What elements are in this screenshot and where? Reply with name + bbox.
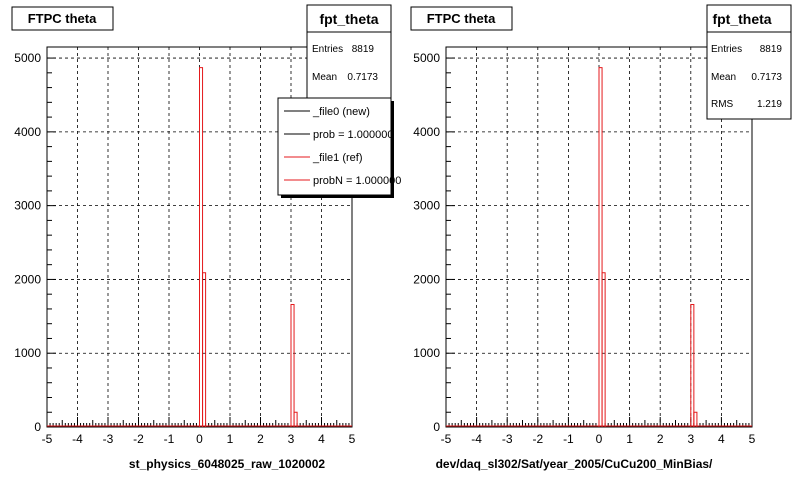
right-stats-mean-value: 0.7173 xyxy=(751,72,782,83)
x-tick-label: 5 xyxy=(349,432,356,446)
x-tick-label: 4 xyxy=(318,432,325,446)
right-y-tick-labels: 0 1000 2000 3000 4000 5000 xyxy=(413,51,440,434)
x-tick-label: -4 xyxy=(471,432,482,446)
legend-label-probn: probN = 1.000000 xyxy=(313,175,401,187)
right-stats-name: fpt_theta xyxy=(712,11,771,27)
y-tick-label: 0 xyxy=(433,420,440,434)
y-tick-label: 1000 xyxy=(413,346,440,360)
left-stats-name: fpt_theta xyxy=(319,11,378,27)
y-tick-label: 4000 xyxy=(14,125,41,139)
left-x-axis-label: st_physics_6048025_raw_1020002 xyxy=(129,457,325,471)
legend-label-new: _file0 (new) xyxy=(312,106,370,118)
histogram-bin xyxy=(199,67,204,427)
histogram-bin xyxy=(290,304,295,427)
x-tick-label: -1 xyxy=(164,432,175,446)
x-tick-label: 3 xyxy=(288,432,295,446)
left-stats-entries-label: Entries xyxy=(312,44,343,55)
left-stats-entries-value: 8819 xyxy=(352,44,375,55)
histogram-bin xyxy=(601,272,606,427)
left-title-box: FTPC theta xyxy=(11,6,114,31)
y-tick-label: 4000 xyxy=(413,125,440,139)
x-tick-label: 2 xyxy=(657,432,664,446)
x-tick-label: 5 xyxy=(749,432,756,446)
histogram-bin xyxy=(293,411,298,427)
y-tick-label: 0 xyxy=(34,420,41,434)
right-stats-entries-label: Entries xyxy=(711,44,742,55)
histogram-bin xyxy=(202,272,207,427)
left-x-tick-labels: -5 -4 -3 -2 -1 0 1 2 3 4 5 xyxy=(42,432,356,446)
legend-label-prob: prob = 1.000000 xyxy=(313,129,393,141)
left-panel: 0 1000 2000 3000 4000 5000 -5 -4 -3 -2 -1 0 1 2 3 4 5 F… xyxy=(11,4,401,471)
right-x-axis-label: dev/daq_sl302/Sat/year_2005/CuCu200_MinB… xyxy=(436,457,713,471)
y-tick-label: 3000 xyxy=(14,199,41,213)
x-tick-label: 0 xyxy=(596,432,603,446)
right-stats-entries-value: 8819 xyxy=(760,44,783,55)
right-stats-rms-value: 1.219 xyxy=(757,99,782,110)
y-tick-label: 2000 xyxy=(413,272,440,286)
left-chart-title: FTPC theta xyxy=(28,11,97,26)
legend-label-ref: _file1 (ref) xyxy=(312,152,363,164)
y-tick-label: 3000 xyxy=(413,199,440,213)
x-tick-label: -3 xyxy=(103,432,114,446)
left-legend: _file0 (new) prob = 1.000000 _file1 (ref… xyxy=(277,97,401,198)
y-tick-label: 2000 xyxy=(14,272,41,286)
x-tick-label: -4 xyxy=(72,432,83,446)
right-stats-box: fpt_theta Entries 8819 Mean 0.7173 RMS 1… xyxy=(706,4,792,120)
right-histogram xyxy=(446,67,752,427)
right-panel: 0 1000 2000 3000 4000 5000 -5 -4 -3 -2 -1 0 1 2 3 4 5 F… xyxy=(410,4,792,471)
right-stats-rms-label: RMS xyxy=(711,99,734,110)
left-histogram xyxy=(47,67,352,427)
histogram-bin xyxy=(598,67,603,427)
right-chart-title: FTPC theta xyxy=(427,11,496,26)
x-tick-label: -2 xyxy=(133,432,144,446)
histogram-bin xyxy=(690,304,695,427)
x-tick-label: -1 xyxy=(563,432,574,446)
right-x-tick-labels: -5 -4 -3 -2 -1 0 1 2 3 4 5 xyxy=(441,432,756,446)
right-stats-mean-label: Mean xyxy=(711,72,736,83)
x-tick-label: 1 xyxy=(626,432,633,446)
x-tick-label: -3 xyxy=(502,432,513,446)
x-tick-label: -2 xyxy=(532,432,543,446)
x-tick-label: 0 xyxy=(196,432,203,446)
x-tick-label: -5 xyxy=(42,432,53,446)
y-tick-label: 5000 xyxy=(14,51,41,65)
left-stats-mean-label: Mean xyxy=(312,72,337,83)
x-tick-label: 2 xyxy=(257,432,264,446)
y-tick-label: 5000 xyxy=(413,51,440,65)
x-tick-label: 4 xyxy=(718,432,725,446)
x-tick-label: 3 xyxy=(687,432,694,446)
left-stats-mean-value: 0.7173 xyxy=(347,72,378,83)
left-y-tick-labels: 0 1000 2000 3000 4000 5000 xyxy=(14,51,41,434)
right-title-box: FTPC theta xyxy=(410,6,513,31)
y-tick-label: 1000 xyxy=(14,346,41,360)
x-tick-label: -5 xyxy=(441,432,452,446)
histogram-bin xyxy=(693,411,698,427)
x-tick-label: 1 xyxy=(227,432,234,446)
